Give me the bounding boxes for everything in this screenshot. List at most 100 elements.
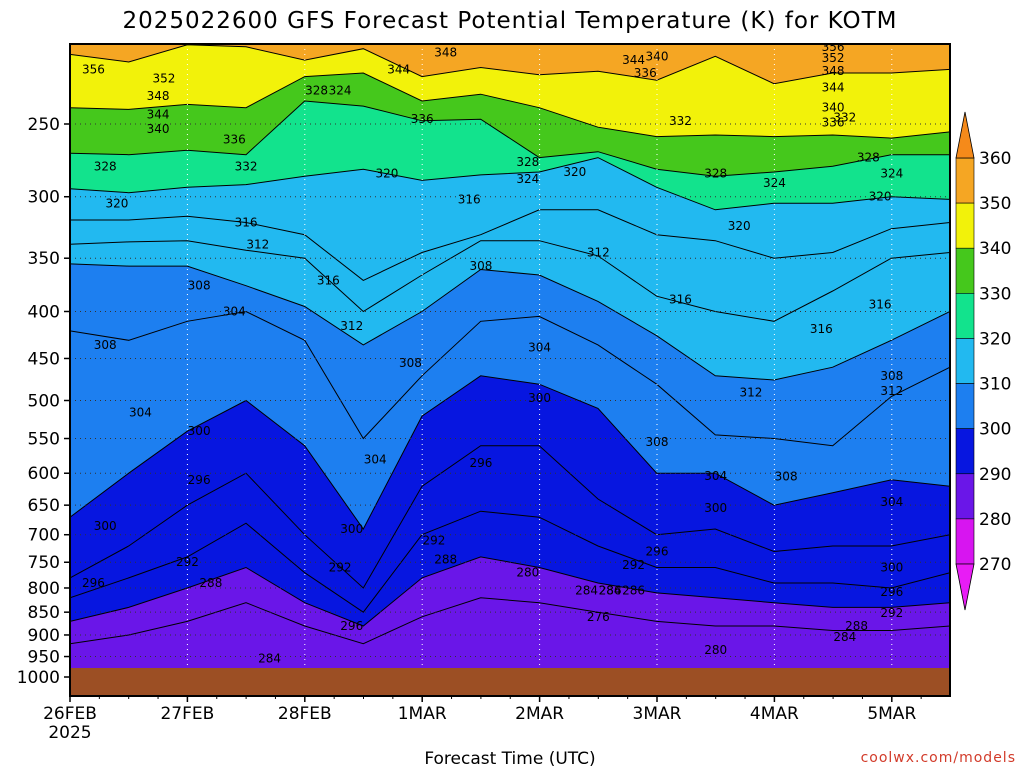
contour-label: 356 <box>822 40 845 54</box>
contour-label: 328 <box>305 84 328 98</box>
contour-label: 324 <box>329 84 352 98</box>
contour-label: 352 <box>152 71 175 85</box>
contour-label: 304 <box>364 453 387 467</box>
contour-label: 344 <box>622 53 645 67</box>
y-tick-label: 800 <box>28 579 60 599</box>
contour-label: 340 <box>822 101 845 115</box>
colorbar-label: 360 <box>979 149 1011 169</box>
y-axis: 250 300 350 400 450 500 550 600 650 700 750 800 850 9… <box>17 115 70 688</box>
colorbar-label: 300 <box>979 420 1011 440</box>
colorbar-label: 280 <box>979 510 1011 530</box>
contour-label: 312 <box>246 237 269 251</box>
contour-label: 332 <box>235 159 258 173</box>
contour-line-304 <box>70 310 950 447</box>
contour-label: 312 <box>739 385 762 399</box>
contour-label: 344 <box>387 62 410 76</box>
contour-label: 316 <box>235 215 258 229</box>
plot-area: 3563523483443403363323283203163123083043… <box>70 40 950 696</box>
colorbar-label: 320 <box>979 329 1011 349</box>
y-tick-label: 500 <box>28 392 60 412</box>
contour-labels: 3563523483443403363323283203163123083043… <box>82 40 903 666</box>
contour-label: 284 <box>258 652 281 666</box>
contour-label: 296 <box>188 473 211 487</box>
contour-line-336 <box>70 72 950 139</box>
x-tick-label: 5MAR <box>867 704 916 724</box>
contour-label: 336 <box>634 66 657 80</box>
contour-label: 286 <box>622 583 645 597</box>
contour-label: 304 <box>880 495 903 509</box>
contour-label: 332 <box>833 111 856 125</box>
y-tick-label: 250 <box>28 115 60 135</box>
contour-label: 286 <box>599 583 622 597</box>
colorbar-label: 340 <box>979 239 1011 259</box>
colorbar-band <box>955 247 975 294</box>
contour-label: 308 <box>880 369 903 383</box>
contour-line-320 <box>70 157 950 211</box>
contour-label: 324 <box>763 176 786 190</box>
contour-line-284 <box>70 597 950 645</box>
y-tick-label: 650 <box>28 496 60 516</box>
y-tick-label: 700 <box>28 526 60 546</box>
contour-line-296 <box>70 445 950 589</box>
contour-label: 296 <box>646 544 669 558</box>
contour-label: 316 <box>810 322 833 336</box>
contour-line-292 <box>70 510 950 613</box>
contour-line-348 <box>70 44 950 85</box>
x-tick-label: 4MAR <box>750 704 799 724</box>
y-tick-label: 900 <box>28 626 60 646</box>
contour-label: 316 <box>669 292 692 306</box>
x-tick-label: 3MAR <box>633 704 682 724</box>
contour-label: 336 <box>822 115 845 129</box>
contour-label: 312 <box>340 319 363 333</box>
colorbar: 360 350 340 330 320 310 300 290 280 270 <box>955 111 1011 611</box>
x-tick-label: 2MAR <box>515 704 564 724</box>
contour-label: 312 <box>880 384 903 398</box>
y-tick-label: 550 <box>28 430 60 450</box>
contour-line-316 <box>70 209 950 281</box>
x-axis: 26FEB 27FEB 28FEB 1MAR 2MAR 3MAR 4MAR 5MAR <box>43 696 922 724</box>
contour-label: 320 <box>728 219 751 233</box>
contour-label: 320 <box>563 165 586 179</box>
contour-label: 296 <box>880 585 903 599</box>
contour-label: 280 <box>516 566 539 580</box>
contour-label: 344 <box>822 80 845 94</box>
x-tick-label: 28FEB <box>278 704 332 724</box>
contour-label: 288 <box>845 619 868 633</box>
contour-label: 288 <box>434 553 457 567</box>
contour-label: 348 <box>822 64 845 78</box>
colorbar-label: 310 <box>979 375 1011 395</box>
colorbar-label: 330 <box>979 284 1011 304</box>
colorbar-label: 270 <box>979 555 1011 575</box>
contour-label: 308 <box>646 435 669 449</box>
contour-label: 280 <box>704 643 727 657</box>
colorbar-label: 350 <box>979 194 1011 214</box>
colorbar-band <box>955 473 975 520</box>
contour-label: 348 <box>434 46 457 60</box>
colorbar-band <box>955 157 975 204</box>
contour-label: 284 <box>599 583 622 597</box>
contour-label: 316 <box>317 273 340 287</box>
contour-label: 304 <box>528 341 551 355</box>
contour-label: 284 <box>833 630 856 644</box>
contour-label: 284 <box>575 583 598 597</box>
contour-label: 344 <box>147 107 170 121</box>
contour-label: 292 <box>329 561 352 575</box>
contour-label: 276 <box>587 610 610 624</box>
contour-label: 304 <box>129 405 152 419</box>
contour-label: 328 <box>704 166 727 180</box>
y-tick-label: 350 <box>28 249 60 269</box>
colorbar-band <box>955 428 975 475</box>
credit-text: coolwx.com/models <box>861 750 1016 766</box>
y-tick-label: 850 <box>28 603 60 623</box>
contour-label: 308 <box>188 279 211 293</box>
contour-label: 308 <box>399 356 422 370</box>
contour-label: 336 <box>411 112 434 126</box>
contour-label: 304 <box>704 469 727 483</box>
contour-label: 288 <box>199 576 222 590</box>
contour-label: 348 <box>147 89 170 103</box>
x-axis-title: Forecast Time (UTC) <box>424 749 595 768</box>
contour-label: 328 <box>857 151 880 165</box>
x-tick-label: 27FEB <box>160 704 214 724</box>
contour-bands <box>70 44 950 696</box>
